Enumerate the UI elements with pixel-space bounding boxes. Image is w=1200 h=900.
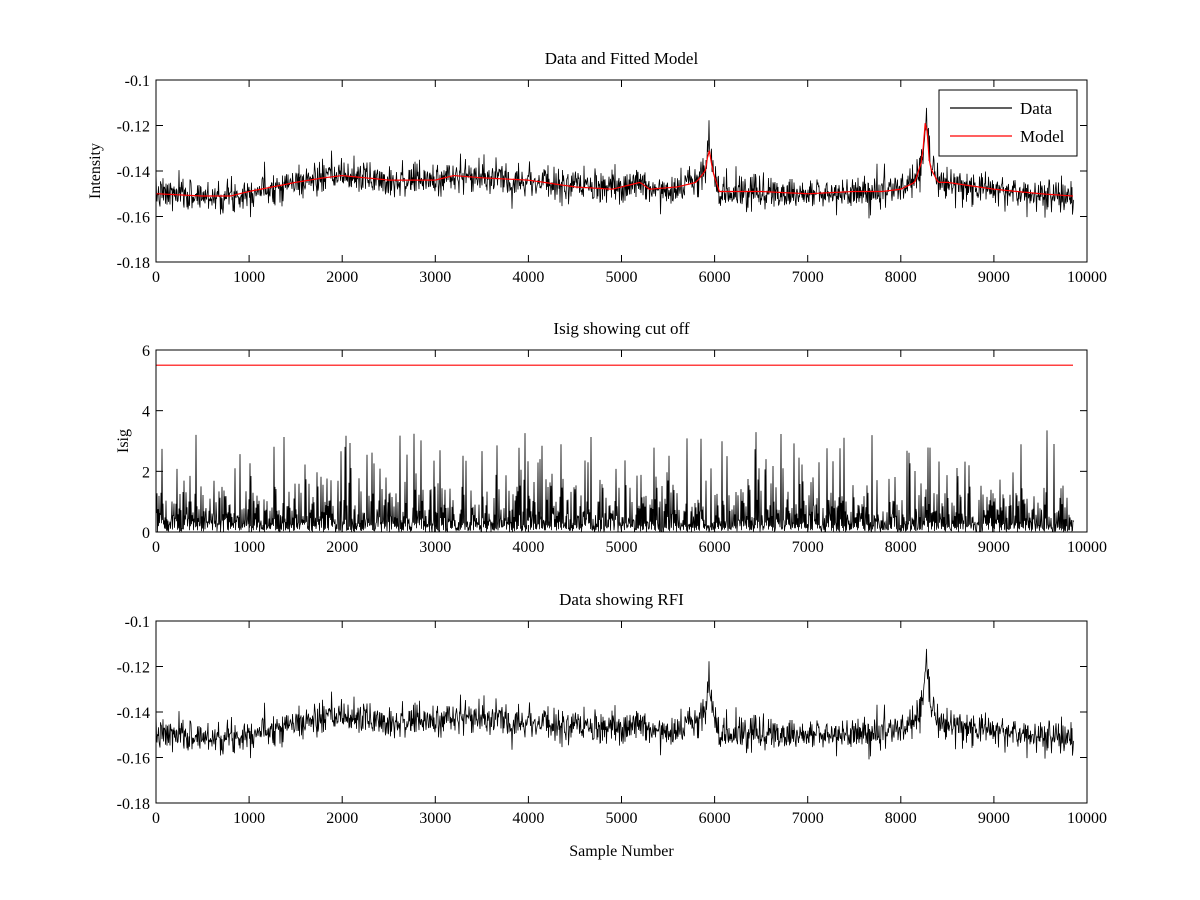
x-tick-label: 2000 <box>326 269 358 286</box>
y-tick-label: 2 <box>142 464 150 481</box>
x-tick-label: 3000 <box>419 269 451 286</box>
x-tick-label: 3000 <box>419 810 451 827</box>
y-axis-label: Intensity <box>87 143 104 199</box>
series-line-2 <box>156 123 1074 197</box>
x-tick-label: 2000 <box>326 810 358 827</box>
x-tick-label: 1000 <box>233 269 265 286</box>
x-tick-label: 9000 <box>978 269 1010 286</box>
x-tick-label: 10000 <box>1067 810 1107 827</box>
x-tick-label: 4000 <box>512 269 544 286</box>
x-tick-label: 6000 <box>699 269 731 286</box>
x-tick-label: 0 <box>152 810 160 827</box>
x-tick-label: 2000 <box>326 539 358 556</box>
x-tick-label: 0 <box>152 539 160 556</box>
x-tick-label: 8000 <box>885 810 917 827</box>
legend: Data Model <box>938 89 1078 157</box>
chart-title: Isig showing cut off <box>553 319 689 338</box>
x-tick-label: 7000 <box>792 810 824 827</box>
x-tick-label: 6000 <box>699 539 731 556</box>
x-axis-label: Sample Number <box>569 843 674 860</box>
y-tick-label: -0.14 <box>117 164 150 181</box>
y-tick-label: 6 <box>142 343 150 360</box>
subplot-1: 0 1000 2000 3000 4000 5000 6000 7000 8000 9000 100… <box>87 49 1107 286</box>
x-tick-label: 0 <box>152 269 160 286</box>
x-tick-label: 5000 <box>606 539 638 556</box>
y-tick-label: -0.1 <box>125 73 150 90</box>
subplot-3: 0 1000 2000 3000 4000 5000 6000 7000 8000 9000 100… <box>117 590 1107 860</box>
y-tick-label: -0.18 <box>117 796 150 813</box>
series-line-1 <box>156 648 1074 760</box>
chart-title: Data showing RFI <box>559 590 684 609</box>
x-tick-label: 1000 <box>233 810 265 827</box>
y-tick-label: -0.16 <box>117 210 150 227</box>
y-tick-label: -0.18 <box>117 255 150 272</box>
x-tick-label: 1000 <box>233 539 265 556</box>
x-tick-label: 9000 <box>978 539 1010 556</box>
legend-label: Data <box>1020 99 1053 118</box>
x-tick-label: 3000 <box>419 539 451 556</box>
x-tick-label: 10000 <box>1067 539 1107 556</box>
x-tick-label: 5000 <box>606 810 638 827</box>
chart-title: Data and Fitted Model <box>545 49 699 68</box>
y-tick-label: -0.14 <box>117 705 150 722</box>
y-tick-label: -0.12 <box>117 660 150 677</box>
series-line-1 <box>156 430 1074 532</box>
legend-label: Model <box>1020 127 1065 146</box>
series-line-1 <box>156 107 1074 219</box>
y-tick-label: -0.12 <box>117 119 150 136</box>
x-tick-label: 5000 <box>606 269 638 286</box>
x-tick-label: 8000 <box>885 539 917 556</box>
y-tick-label: 0 <box>142 525 150 542</box>
legend-box <box>938 89 1078 157</box>
y-tick-label: 4 <box>142 404 150 421</box>
x-tick-label: 4000 <box>512 810 544 827</box>
x-tick-label: 8000 <box>885 269 917 286</box>
x-tick-label: 7000 <box>792 269 824 286</box>
x-tick-label: 10000 <box>1067 269 1107 286</box>
subplot-2: 0 1000 2000 3000 4000 5000 6000 7000 8000 9000 100… <box>115 319 1107 556</box>
y-tick-label: -0.1 <box>125 614 150 631</box>
y-axis-label: Isig <box>115 429 132 453</box>
x-tick-label: 9000 <box>978 810 1010 827</box>
x-tick-label: 7000 <box>792 539 824 556</box>
y-tick-label: -0.16 <box>117 751 150 768</box>
x-tick-label: 4000 <box>512 539 544 556</box>
x-tick-label: 6000 <box>699 810 731 827</box>
